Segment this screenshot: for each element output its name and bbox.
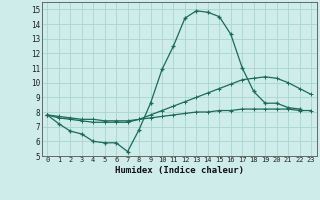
X-axis label: Humidex (Indice chaleur): Humidex (Indice chaleur) bbox=[115, 166, 244, 175]
